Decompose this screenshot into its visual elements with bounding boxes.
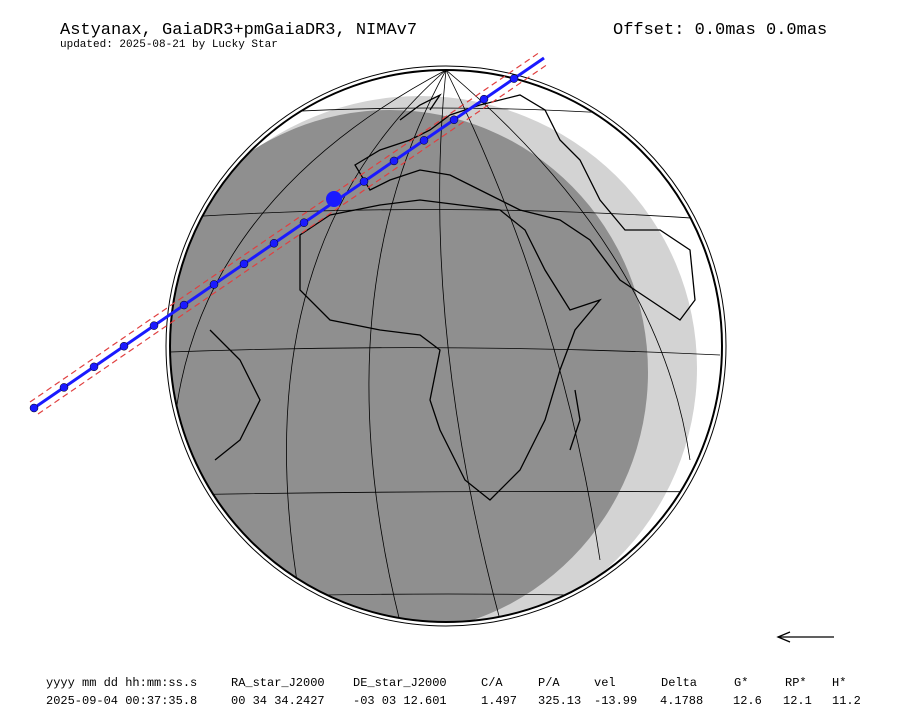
path-limit — [29, 51, 541, 403]
path-dot — [509, 74, 519, 83]
path-dot — [239, 259, 249, 269]
path-dot — [479, 94, 489, 104]
column-value: -03 03 12.601 — [353, 694, 447, 708]
column-header: RA_star_J2000 — [231, 676, 325, 690]
column-header: yyyy mm dd hh:mm:ss.s — [46, 676, 197, 690]
path-dot — [269, 239, 279, 248]
column-header: vel — [594, 676, 616, 690]
shading — [170, 70, 721, 622]
column-header: C/A — [481, 676, 503, 690]
column-header: H* — [832, 676, 846, 690]
column-value: -13.99 — [594, 694, 637, 708]
path-dot — [299, 218, 309, 227]
column-value: 2025-09-04 00:37:35.8 — [46, 694, 197, 708]
path-dot — [209, 280, 219, 289]
path-dot — [149, 321, 159, 330]
path-dot — [29, 403, 39, 413]
column-value: 12.1 — [783, 694, 812, 708]
path-limit — [37, 63, 549, 415]
direction-arrowhead — [776, 631, 791, 643]
offset: Offset: 0.0mas 0.0mas — [613, 21, 827, 40]
column-header: P/A — [538, 676, 560, 690]
path-dot — [179, 300, 189, 310]
globe-rim — [165, 65, 727, 627]
column-value: 11.2 — [832, 694, 861, 708]
column-value: 1.497 — [481, 694, 517, 708]
column-header: DE_star_J2000 — [353, 676, 447, 690]
path-dot — [359, 177, 369, 186]
path-dot — [59, 383, 69, 392]
column-header: Delta — [661, 676, 697, 690]
title: Astyanax, GaiaDR3+pmGaiaDR3, NIMAv7 — [60, 21, 417, 40]
column-value: 12.6 — [733, 694, 762, 708]
column-value: 325.13 — [538, 694, 581, 708]
path-center — [33, 56, 545, 410]
shadow-path — [29, 51, 549, 415]
column-value: 4.1788 — [660, 694, 703, 708]
globe-outline — [169, 69, 723, 623]
path-dot — [119, 341, 129, 351]
path-dot — [89, 362, 99, 372]
path-dot — [419, 136, 429, 145]
path-dot — [449, 115, 459, 125]
coastlines — [209, 93, 696, 501]
column-header: G* — [734, 676, 748, 690]
central-instant — [326, 191, 342, 207]
updated: updated: 2025-08-21 by Lucky Star — [60, 39, 278, 51]
column-value: 00 34 34.2427 — [231, 694, 325, 708]
night — [170, 110, 648, 622]
column-header: RP* — [785, 676, 807, 690]
path-dot — [389, 156, 399, 166]
